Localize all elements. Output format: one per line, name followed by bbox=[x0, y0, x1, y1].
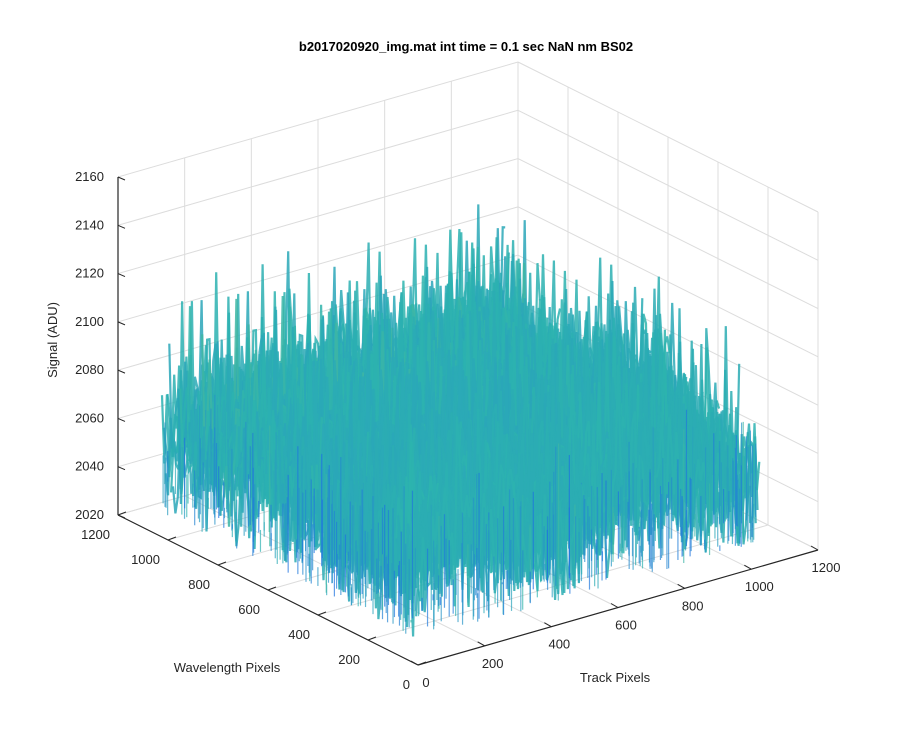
z-tick-mark bbox=[117, 466, 126, 471]
y-tick-mark bbox=[417, 661, 427, 666]
chart-title: b2017020920_img.mat int time = 0.1 sec N… bbox=[299, 39, 633, 54]
y-tick-mark bbox=[117, 511, 127, 516]
grid-line-right bbox=[517, 206, 819, 358]
z-tick-mark bbox=[117, 514, 126, 519]
x-tick-label: 1000 bbox=[745, 579, 774, 594]
y-tick-label: 0 bbox=[403, 677, 410, 692]
y-tick-label: 200 bbox=[338, 652, 360, 667]
y-tick-label: 1000 bbox=[131, 552, 160, 567]
z-tick-mark bbox=[117, 321, 126, 326]
y-tick-label: 400 bbox=[288, 627, 310, 642]
z-tick-label: 2040 bbox=[75, 459, 104, 474]
z-tick-label: 2100 bbox=[75, 314, 104, 329]
y-tick-label: 600 bbox=[238, 602, 260, 617]
x-tick-label: 200 bbox=[482, 656, 504, 671]
x-tick-label: 800 bbox=[682, 598, 704, 613]
x-tick-mark bbox=[744, 564, 752, 570]
tick-labels: 0 200 400 600 800 1000 1200 0 200 400 600 800 1000 12… bbox=[75, 169, 840, 692]
x-tick-label: 400 bbox=[548, 637, 570, 652]
x-tick-label: 0 bbox=[422, 675, 429, 690]
z-tick-label: 2140 bbox=[75, 217, 104, 232]
grid-line-back bbox=[117, 109, 519, 226]
x-tick-mark bbox=[544, 622, 552, 628]
x-tick-mark bbox=[677, 583, 685, 589]
x-tick-mark bbox=[610, 603, 619, 608]
z-tick-mark bbox=[117, 176, 126, 181]
z-tick-label: 2080 bbox=[75, 362, 104, 377]
x-tick-label: 1200 bbox=[812, 560, 841, 575]
grid-line-back bbox=[117, 61, 519, 178]
y-tick-mark bbox=[217, 561, 227, 566]
grid-line-right bbox=[517, 254, 819, 406]
surface-mesh bbox=[160, 204, 761, 637]
z-tick-label: 2060 bbox=[75, 410, 104, 425]
grid-line-right bbox=[517, 109, 819, 261]
y-tick-mark bbox=[317, 611, 327, 616]
x-tick-label: 600 bbox=[615, 618, 637, 633]
y-tick-label: 1200 bbox=[81, 527, 110, 542]
grid-line-right bbox=[517, 61, 819, 213]
z-tick-mark bbox=[117, 417, 126, 422]
y-axis-label: Wavelength Pixels bbox=[174, 660, 281, 675]
grid-line-back bbox=[117, 158, 519, 275]
y-tick-mark bbox=[267, 586, 277, 591]
z-tick-mark bbox=[117, 369, 126, 374]
z-axis-label: Signal (ADU) bbox=[45, 302, 60, 378]
x-tick-mark bbox=[810, 545, 819, 551]
grid-line-back bbox=[117, 206, 519, 323]
z-tick-mark bbox=[117, 273, 126, 278]
y-tick-mark bbox=[167, 536, 177, 541]
x-tick-mark bbox=[477, 641, 485, 647]
z-tick-label: 2020 bbox=[75, 507, 104, 522]
x-tick-mark bbox=[410, 660, 419, 666]
x-axis-label: Track Pixels bbox=[580, 670, 651, 685]
y-tick-label: 800 bbox=[188, 577, 210, 592]
y-tick-mark bbox=[367, 636, 377, 641]
z-tick-label: 2160 bbox=[75, 169, 104, 184]
z-tick-label: 2120 bbox=[75, 266, 104, 281]
surface-row bbox=[416, 364, 761, 607]
grid-line-right bbox=[517, 158, 819, 310]
z-tick-mark bbox=[117, 224, 126, 229]
